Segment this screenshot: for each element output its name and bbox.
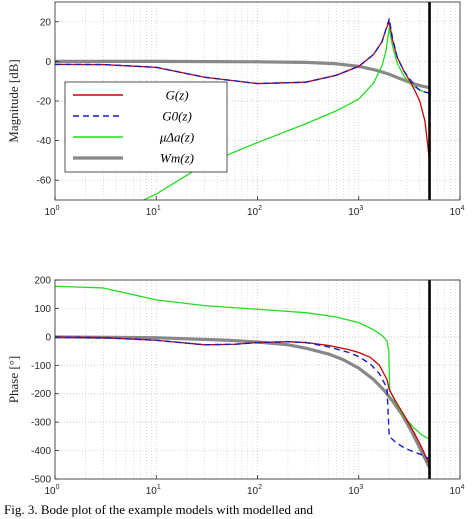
y-tick-label: -60 [37,176,52,187]
y-tick-label: -300 [31,418,51,429]
y-tick-label: -20 [37,97,52,108]
series-line-3 [55,59,430,90]
y-tick-label: 0 [45,332,51,343]
x-tick-label: 101 [146,205,161,218]
x-tick-label: 102 [247,205,262,218]
y-tick-label: 0 [45,57,51,68]
legend-label: G(z) [165,88,188,103]
x-tick-label: 102 [247,484,262,497]
legend-label: Wm(z) [160,151,194,166]
x-tick-label: 104 [449,205,464,218]
x-tick-label: 100 [44,205,59,218]
series-group [55,18,431,200]
x-tick-label: 103 [348,484,363,497]
y-tick-label: -100 [31,361,51,372]
x-tick-label: 100 [44,484,59,497]
y-tick-label: -400 [31,446,51,457]
series-line-0 [55,21,431,161]
y-tick-label: 20 [40,17,52,28]
figure-caption: Fig. 3. Bode plot of the example models … [4,502,314,517]
y-tick-label: -500 [31,475,51,486]
magnitude-panel: 20 0 -20 -40 -60 100 101 102 103 104 Magnitude [dB… [6,1,465,218]
y-tick-label: -40 [37,136,52,147]
series-line-2 [55,285,430,440]
legend-label: μΔa(z) [159,130,194,145]
x-tick-label: 101 [146,484,161,497]
y-tick-label: 200 [34,276,51,287]
y-tick-label: -200 [31,389,51,400]
y-axis-label: Magnitude [dB] [6,59,21,142]
x-tick-label: 103 [348,205,363,218]
series-line-3 [55,335,431,469]
x-tick-label: 104 [449,484,464,497]
series-line-2 [143,27,430,200]
series-group [55,285,431,469]
y-tick-label: 100 [34,304,51,315]
legend-label: G0(z) [162,109,192,124]
y-axis-label: Phase [°] [6,356,21,403]
series-line-1 [55,336,430,460]
